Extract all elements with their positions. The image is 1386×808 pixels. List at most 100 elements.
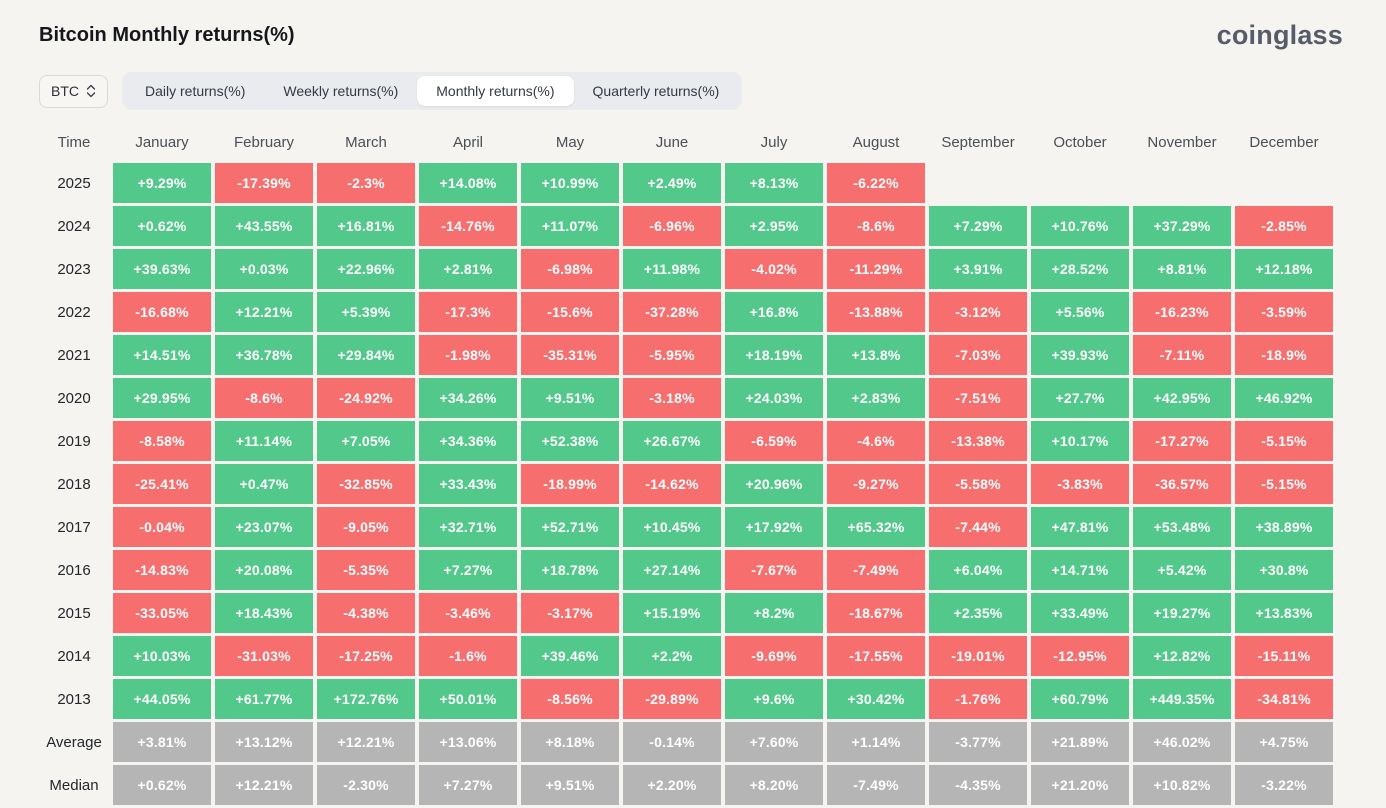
- column-header-may: May: [555, 133, 585, 151]
- negative-return-cell: -14.83%: [113, 550, 211, 590]
- negative-return-cell: -3.18%: [623, 378, 721, 418]
- row-label-2025: 2025: [57, 174, 91, 192]
- positive-return-cell: +19.27%: [1133, 593, 1231, 633]
- positive-return-cell: +37.29%: [1133, 206, 1231, 246]
- row-label-2017: 2017: [57, 518, 91, 536]
- negative-return-cell: -13.88%: [827, 292, 925, 332]
- positive-return-cell: +8.2%: [725, 593, 823, 633]
- positive-return-cell: +44.05%: [113, 679, 211, 719]
- summary-return-cell: +13.12%: [215, 722, 313, 762]
- summary-return-cell: +46.02%: [1133, 722, 1231, 762]
- positive-return-cell: +0.62%: [113, 206, 211, 246]
- positive-return-cell: +5.42%: [1133, 550, 1231, 590]
- positive-return-cell: +14.08%: [419, 163, 517, 203]
- column-header-december: December: [1249, 133, 1319, 151]
- returns-tabs: Daily returns(%) Weekly returns(%) Month…: [122, 72, 743, 110]
- positive-return-cell: +38.89%: [1235, 507, 1333, 547]
- positive-return-cell: +13.8%: [827, 335, 925, 375]
- summary-return-cell: -3.77%: [929, 722, 1027, 762]
- summary-return-cell: -0.14%: [623, 722, 721, 762]
- negative-return-cell: -1.6%: [419, 636, 517, 676]
- negative-return-cell: -19.01%: [929, 636, 1027, 676]
- negative-return-cell: -1.76%: [929, 679, 1027, 719]
- positive-return-cell: +12.18%: [1235, 249, 1333, 289]
- negative-return-cell: -17.3%: [419, 292, 517, 332]
- symbol-selector[interactable]: BTC: [39, 74, 108, 108]
- positive-return-cell: +16.81%: [317, 206, 415, 246]
- positive-return-cell: +32.71%: [419, 507, 517, 547]
- positive-return-cell: +18.78%: [521, 550, 619, 590]
- column-header-august: August: [852, 133, 900, 151]
- positive-return-cell: +34.36%: [419, 421, 517, 461]
- positive-return-cell: +28.52%: [1031, 249, 1129, 289]
- positive-return-cell: +23.07%: [215, 507, 313, 547]
- positive-return-cell: +30.8%: [1235, 550, 1333, 590]
- time-column-header: Time: [57, 133, 91, 151]
- negative-return-cell: -8.56%: [521, 679, 619, 719]
- positive-return-cell: +33.49%: [1031, 593, 1129, 633]
- positive-return-cell: +39.63%: [113, 249, 211, 289]
- positive-return-cell: +27.14%: [623, 550, 721, 590]
- positive-return-cell: +15.19%: [623, 593, 721, 633]
- positive-return-cell: +5.56%: [1031, 292, 1129, 332]
- negative-return-cell: -9.69%: [725, 636, 823, 676]
- negative-return-cell: -11.29%: [827, 249, 925, 289]
- positive-return-cell: +9.29%: [113, 163, 211, 203]
- negative-return-cell: -29.89%: [623, 679, 721, 719]
- positive-return-cell: +34.26%: [419, 378, 517, 418]
- negative-return-cell: -5.95%: [623, 335, 721, 375]
- negative-return-cell: -34.81%: [1235, 679, 1333, 719]
- negative-return-cell: -4.38%: [317, 593, 415, 633]
- negative-return-cell: -17.27%: [1133, 421, 1231, 461]
- negative-return-cell: -14.62%: [623, 464, 721, 504]
- row-label-median: Median: [49, 776, 99, 794]
- positive-return-cell: +16.8%: [725, 292, 823, 332]
- positive-return-cell: +22.96%: [317, 249, 415, 289]
- column-header-april: April: [452, 133, 483, 151]
- row-label-2013: 2013: [57, 690, 91, 708]
- coinglass-logo[interactable]: coinglass: [1216, 20, 1343, 50]
- positive-return-cell: +39.93%: [1031, 335, 1129, 375]
- tab-weekly-returns[interactable]: Weekly returns(%): [283, 83, 399, 99]
- summary-return-cell: +7.27%: [419, 765, 517, 805]
- negative-return-cell: -2.3%: [317, 163, 415, 203]
- summary-return-cell: +12.21%: [215, 765, 313, 805]
- positive-return-cell: +8.13%: [725, 163, 823, 203]
- negative-return-cell: -7.51%: [929, 378, 1027, 418]
- positive-return-cell: +50.01%: [419, 679, 517, 719]
- negative-return-cell: -5.35%: [317, 550, 415, 590]
- negative-return-cell: -6.59%: [725, 421, 823, 461]
- column-header-october: October: [1053, 133, 1107, 151]
- positive-return-cell: +52.38%: [521, 421, 619, 461]
- negative-return-cell: -5.58%: [929, 464, 1027, 504]
- negative-return-cell: -17.25%: [317, 636, 415, 676]
- positive-return-cell: +6.04%: [929, 550, 1027, 590]
- tab-quarterly-returns[interactable]: Quarterly returns(%): [592, 83, 720, 99]
- positive-return-cell: +14.51%: [113, 335, 211, 375]
- summary-return-cell: +8.18%: [521, 722, 619, 762]
- negative-return-cell: -32.85%: [317, 464, 415, 504]
- column-header-june: June: [655, 133, 689, 151]
- negative-return-cell: -31.03%: [215, 636, 313, 676]
- positive-return-cell: +449.35%: [1133, 679, 1231, 719]
- negative-return-cell: -15.6%: [521, 292, 619, 332]
- positive-return-cell: +65.32%: [827, 507, 925, 547]
- negative-return-cell: -6.98%: [521, 249, 619, 289]
- summary-return-cell: +21.20%: [1031, 765, 1129, 805]
- positive-return-cell: +0.03%: [215, 249, 313, 289]
- controls-bar: BTC Daily returns(%) Weekly returns(%) M…: [39, 72, 1386, 110]
- summary-return-cell: +0.62%: [113, 765, 211, 805]
- summary-return-cell: +2.20%: [623, 765, 721, 805]
- positive-return-cell: +36.78%: [215, 335, 313, 375]
- positive-return-cell: +2.95%: [725, 206, 823, 246]
- tab-daily-returns[interactable]: Daily returns(%): [145, 83, 246, 99]
- negative-return-cell: -8.58%: [113, 421, 211, 461]
- page-title: Bitcoin Monthly returns(%): [39, 24, 295, 46]
- positive-return-cell: +17.92%: [725, 507, 823, 547]
- positive-return-cell: +27.7%: [1031, 378, 1129, 418]
- tab-monthly-returns[interactable]: Monthly returns(%): [417, 76, 574, 106]
- row-label-2014: 2014: [57, 647, 91, 665]
- negative-return-cell: -9.05%: [317, 507, 415, 547]
- positive-return-cell: +2.2%: [623, 636, 721, 676]
- positive-return-cell: +12.21%: [215, 292, 313, 332]
